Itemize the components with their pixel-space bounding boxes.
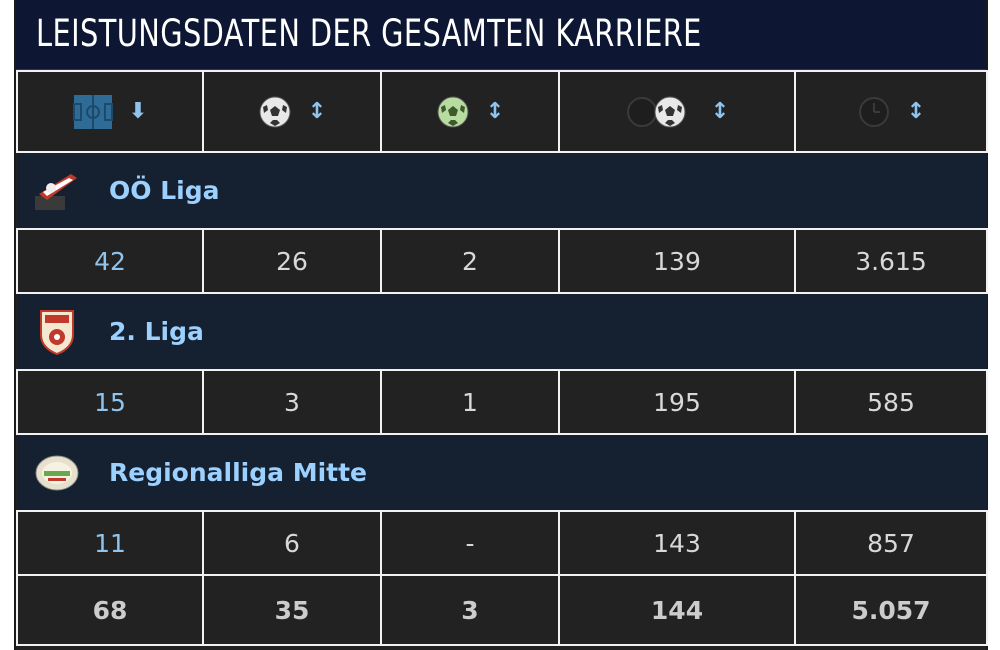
appearances-link[interactable]: 42 — [16, 228, 204, 294]
ooe-liga-logo-icon — [27, 165, 87, 217]
competition-row: OÖ Liga — [17, 151, 987, 230]
header-appearances[interactable]: ⬇ — [16, 70, 204, 153]
2-liga-logo-icon — [27, 306, 87, 358]
green-ball-icon — [437, 96, 469, 127]
stats-table: ⬇ ↕ — [16, 70, 988, 646]
header-assists[interactable]: ↕ — [380, 70, 560, 153]
assists-cell: 1 — [380, 369, 560, 435]
pitch-icon — [72, 94, 113, 129]
regionalliga-mitte-logo-icon — [27, 447, 87, 499]
competition-link[interactable]: OÖ Liga — [109, 176, 220, 205]
minutes-cell: 585 — [794, 369, 988, 435]
table-row: 42 26 2 139 3.615 — [16, 228, 988, 294]
total-appearances: 68 — [16, 574, 204, 646]
sort-icon[interactable]: ↕ — [485, 99, 505, 124]
goals-cell: 26 — [202, 228, 382, 294]
header-minutes[interactable]: ↕ — [794, 70, 988, 153]
minutes-per-goal-cell: 195 — [558, 369, 796, 435]
sort-desc-icon[interactable]: ⬇ — [128, 99, 148, 124]
sort-icon[interactable]: ↕ — [906, 99, 926, 124]
minutes-per-goal-cell: 139 — [558, 228, 796, 294]
clock-ball-icon — [626, 96, 686, 127]
goals-cell: 3 — [202, 369, 382, 435]
minutes-cell: 857 — [794, 510, 988, 576]
sort-icon[interactable]: ↕ — [307, 99, 327, 124]
competition-link[interactable]: 2. Liga — [109, 317, 204, 346]
assists-cell: - — [380, 510, 560, 576]
appearances-link[interactable]: 11 — [16, 510, 204, 576]
total-minutes-per-goal: 144 — [558, 574, 796, 646]
competition-row: 2. Liga — [17, 292, 987, 371]
minutes-per-goal-cell: 143 — [558, 510, 796, 576]
goals-cell: 6 — [202, 510, 382, 576]
header-minutes-per-goal[interactable]: ↕ — [558, 70, 796, 153]
sort-icon[interactable]: ↕ — [710, 99, 730, 124]
header-row: ⬇ ↕ — [16, 70, 988, 153]
assists-cell: 2 — [380, 228, 560, 294]
table-row: 11 6 - 143 857 — [16, 510, 988, 576]
totals-row: 68 35 3 144 5.057 — [16, 574, 988, 646]
total-minutes: 5.057 — [794, 574, 988, 646]
ball-icon — [259, 96, 291, 127]
total-goals: 35 — [202, 574, 382, 646]
minutes-cell: 3.615 — [794, 228, 988, 294]
widget-title: LEISTUNGSDATEN DER GESAMTEN KARRIERE — [36, 12, 702, 55]
competition-link[interactable]: Regionalliga Mitte — [109, 458, 367, 487]
clock-icon — [858, 96, 889, 127]
header-goals[interactable]: ↕ — [202, 70, 382, 153]
appearances-link[interactable]: 15 — [16, 369, 204, 435]
table-row: 15 3 1 195 585 — [16, 369, 988, 435]
total-assists: 3 — [380, 574, 560, 646]
career-stats-widget: LEISTUNGSDATEN DER GESAMTEN KARRIERE ⬇ — [14, 0, 988, 650]
title-bar: LEISTUNGSDATEN DER GESAMTEN KARRIERE — [16, 0, 986, 70]
competition-row: Regionalliga Mitte — [17, 433, 987, 512]
